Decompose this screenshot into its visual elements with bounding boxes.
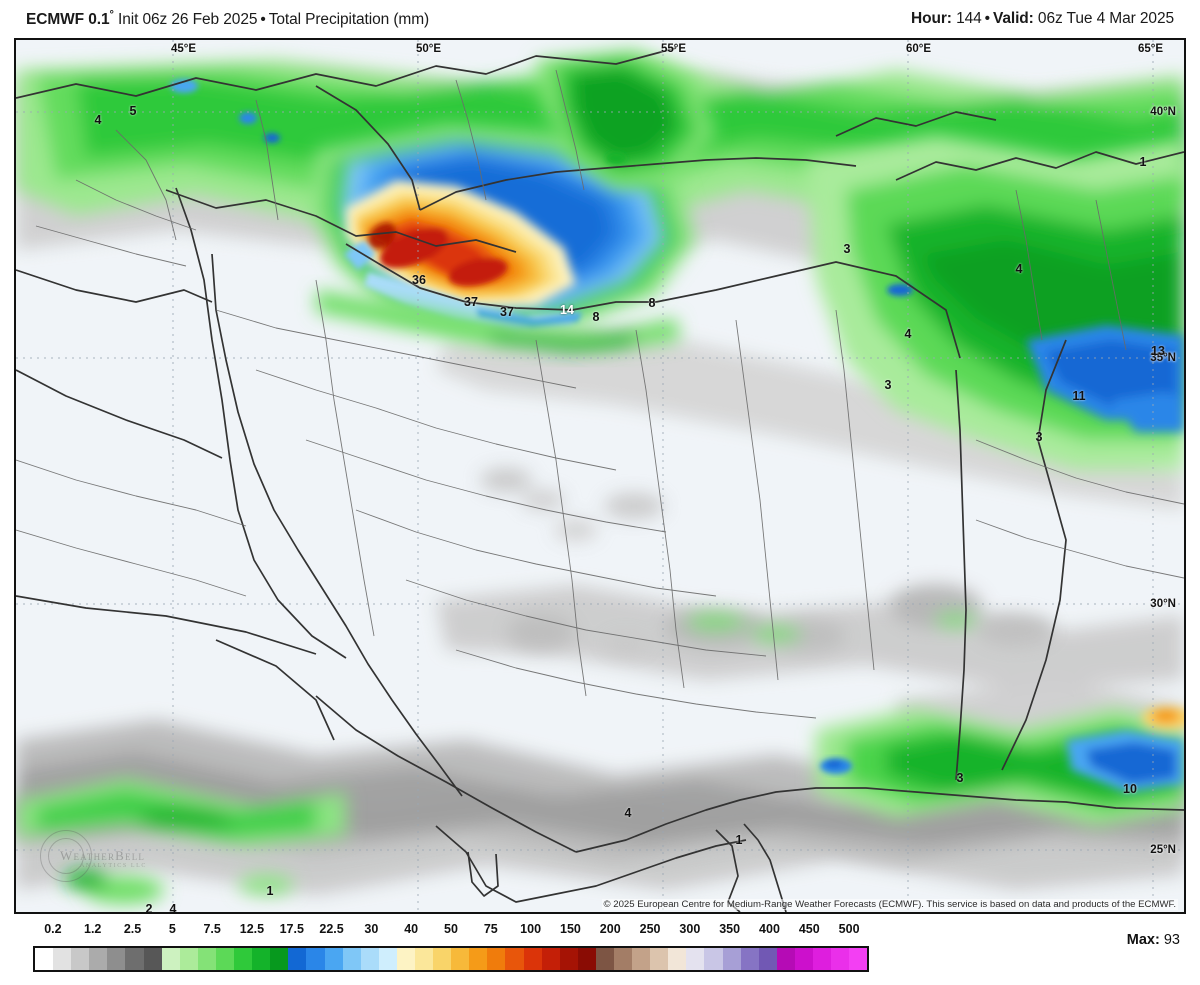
map-canvas	[16, 40, 1184, 912]
colorbar-segment	[740, 948, 759, 970]
degree-symbol: °	[109, 8, 114, 21]
colorbar-segment	[161, 948, 180, 970]
colorbar-tick: 17.5	[279, 922, 304, 936]
colorbar-segment	[396, 948, 415, 970]
colorbar-segment	[758, 948, 777, 970]
colorbar-segment	[451, 948, 470, 970]
colorbar-tick: 1.2	[84, 922, 102, 936]
colorbar-segment	[523, 948, 542, 970]
colorbar-tick: 350	[719, 922, 741, 936]
colorbar-segment	[125, 948, 144, 970]
colorbar-segment	[704, 948, 723, 970]
colorbar-segment	[541, 948, 560, 970]
colorbar-segment	[179, 948, 198, 970]
colorbar-segment	[668, 948, 687, 970]
colorbar-segment	[722, 948, 741, 970]
header-separator-right: •	[984, 10, 990, 27]
colorbar-segment	[143, 948, 162, 970]
colorbar-segment	[107, 948, 126, 970]
colorbar-tick: 2.5	[123, 922, 142, 936]
colorbar-tick: 30	[364, 922, 379, 936]
hour-value: 144	[956, 10, 982, 27]
colorbar-tick: 40	[404, 922, 419, 936]
colorbar[interactable]	[33, 946, 869, 972]
colorbar-segment	[89, 948, 108, 970]
colorbar-segment	[53, 948, 72, 970]
colorbar-segment	[595, 948, 614, 970]
colorbar-segment	[632, 948, 651, 970]
colorbar-segment	[794, 948, 814, 970]
colorbar-segment	[614, 948, 633, 970]
colorbar-segment	[197, 948, 216, 970]
colorbar-tick: 450	[798, 922, 820, 936]
colorbar-segment	[35, 948, 54, 970]
colorbar-segment	[252, 948, 271, 970]
map-frame[interactable]: 45°E 50°E 55°E 60°E 65°E 40°N 35°N 30°N …	[14, 38, 1186, 914]
colorbar-tick: 150	[559, 922, 581, 936]
colorbar-segment	[469, 948, 488, 970]
colorbar-segment	[360, 948, 379, 970]
valid-label: Valid:	[992, 10, 1034, 27]
colorbar-segment	[776, 948, 795, 970]
colorbar-segment	[414, 948, 434, 970]
colorbar-segment	[270, 948, 289, 970]
colorbar-tick: 7.5	[203, 922, 221, 936]
colorbar-tick: 100	[520, 922, 542, 936]
colorbar-segment	[306, 948, 325, 970]
colorbar-tick: 12.5	[239, 922, 265, 936]
graticule	[16, 40, 1184, 912]
colorbar-segment	[433, 948, 452, 970]
colorbar-segment	[342, 948, 361, 970]
max-readout: Max: 93	[1127, 932, 1180, 948]
model-name: ECMWF 0.1	[26, 11, 110, 29]
colorbar-segment	[324, 948, 343, 970]
province-borders	[16, 69, 1184, 719]
max-label: Max:	[1126, 932, 1160, 948]
colorbar-tick: 300	[679, 922, 701, 936]
colorbar-tick: 50	[444, 922, 458, 936]
colorbar-segment	[559, 948, 578, 970]
colorbar-segment	[234, 948, 253, 970]
hour-label: Hour:	[911, 10, 952, 27]
colorbar-tick: 0.2	[44, 922, 62, 936]
valid-value: 06z Tue 4 Mar 2025	[1037, 10, 1174, 27]
colorbar-segment	[215, 948, 235, 970]
colorbar-ticks: 0.2 1.2 2.5 5 7.5 12.5 17.5 22.5 30 40 50 75 100 150 2…	[14, 922, 869, 944]
colorbar-tick: 22.5	[319, 922, 344, 936]
colorbar-segment	[288, 948, 307, 970]
header-separator-left: •	[260, 11, 266, 29]
colorbar-tick: 75	[483, 922, 498, 936]
colorbar-segment	[813, 948, 832, 970]
colorbar-segment	[487, 948, 506, 970]
colorbar-segment	[831, 948, 850, 970]
colorbar-tick: 5	[168, 922, 176, 936]
colorbar-segment	[378, 948, 397, 970]
colorbar-tick: 500	[838, 922, 860, 936]
colorbar-legend: 0.2 1.2 2.5 5 7.5 12.5 17.5 22.5 30 40 50 75 100 150 2…	[14, 922, 1186, 982]
init-text: Init 06z 26 Feb 2025	[118, 11, 258, 29]
colorbar-segment	[505, 948, 524, 970]
field-text: Total Precipitation (mm)	[268, 11, 430, 29]
colorbar-tick: 200	[599, 922, 621, 936]
colorbar-segment	[686, 948, 705, 970]
header-right-text: Hour: 144 • Valid: 06z Tue 4 Mar 2025	[911, 10, 1174, 28]
header-left-text: ECMWF 0.1° Init 06z 26 Feb 2025 • Total Pr…	[26, 9, 429, 29]
colorbar-segment	[577, 948, 596, 970]
colorbar-segment	[71, 948, 90, 970]
country-borders	[16, 47, 1184, 912]
precipitation-field	[16, 40, 1184, 912]
chart-header: ECMWF 0.1° Init 06z 26 Feb 2025 • Total Pr…	[0, 0, 1200, 38]
colorbar-tick: 400	[759, 922, 780, 936]
colorbar-segment	[650, 948, 669, 970]
max-value: 93	[1163, 932, 1180, 948]
colorbar-segment	[849, 948, 868, 970]
colorbar-tick: 250	[639, 922, 661, 936]
